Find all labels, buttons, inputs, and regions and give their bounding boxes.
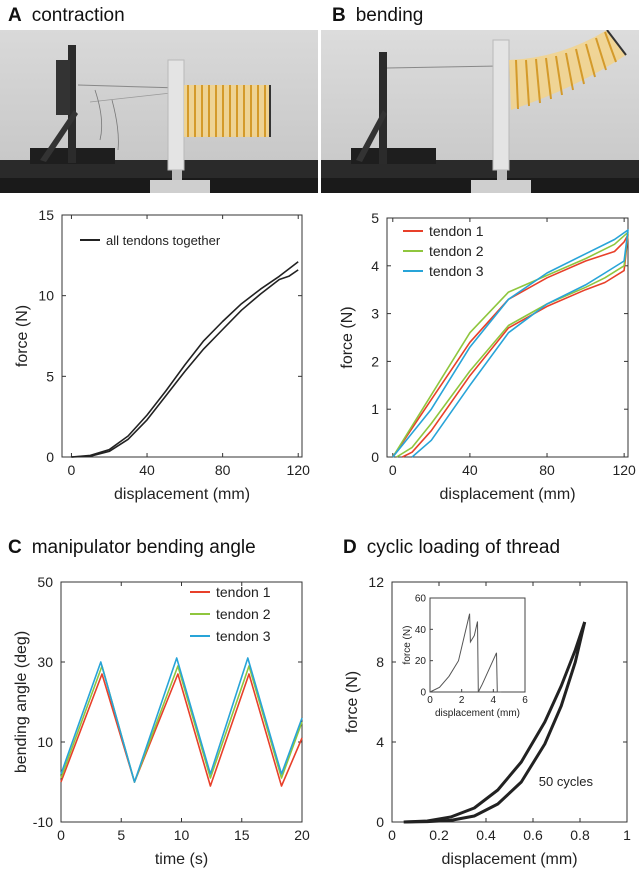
x-tick-label: 0 — [68, 462, 76, 478]
x-tick-label: 5 — [117, 827, 125, 843]
legend-label: tendon 1 — [429, 223, 484, 239]
y-tick-label: 30 — [37, 654, 53, 670]
plot-frame — [386, 217, 629, 458]
inset-x-tick-label: 6 — [522, 695, 528, 706]
y-tick-label: 0 — [376, 814, 384, 830]
x-tick-label: 120 — [287, 462, 311, 478]
series-line-1 — [71, 261, 299, 458]
chart-a: 0 40 80 120 0 5 10 15 displacement (mm) force (N)… — [14, 207, 310, 503]
plot-frame — [391, 581, 628, 823]
y-tick-label: -10 — [33, 814, 53, 830]
y-tick-label: 0 — [46, 449, 54, 465]
y-tick-label: 10 — [38, 288, 54, 304]
inset-x-axis-label: displacement (mm) — [435, 708, 520, 719]
y-tick-label: 1 — [371, 401, 379, 417]
plot-frame — [61, 214, 303, 458]
inset-y-tick-label: 40 — [415, 625, 427, 636]
y-tick-label: 4 — [376, 734, 384, 750]
y-tick-label: 50 — [37, 574, 53, 590]
chart-d: 0 0.2 0.4 0.6 0.8 1 0 4 8 12 displacement (mm) forc… — [344, 574, 631, 868]
inset-series-line — [429, 613, 502, 693]
panel-b-name: bending — [355, 5, 424, 26]
x-tick-label: 0 — [389, 462, 397, 478]
x-tick-label: 0 — [57, 827, 65, 843]
panel-c-name: manipulator bending angle — [31, 537, 256, 558]
x-tick-label: 10 — [174, 827, 190, 843]
y-tick-label: 5 — [46, 368, 54, 384]
series-line-2 — [392, 231, 629, 458]
y-tick-label: 2 — [371, 353, 379, 369]
inset-x-tick-label: 4 — [491, 695, 497, 706]
legend-label: all tendons together — [106, 233, 221, 248]
inset-y-tick-label: 20 — [415, 656, 427, 667]
y-tick-label: 8 — [376, 654, 384, 670]
inset-x-tick-label: 0 — [427, 695, 433, 706]
legend-label: tendon 3 — [216, 628, 271, 644]
y-axis-label: force (N) — [14, 305, 31, 367]
y-tick-label: 5 — [371, 210, 379, 226]
x-tick-label: 40 — [462, 462, 478, 478]
panel-c-letter: C — [8, 537, 22, 558]
panel-b-letter: B — [332, 5, 346, 26]
series-line-3 — [60, 657, 303, 783]
y-tick-label: 12 — [368, 574, 384, 590]
legend-label: tendon 2 — [216, 606, 271, 622]
x-tick-label: 15 — [234, 827, 250, 843]
inset-x-tick-label: 2 — [459, 695, 465, 706]
series-line-1 — [60, 673, 303, 787]
x-tick-label: 0 — [388, 827, 396, 843]
y-tick-label: 4 — [371, 258, 379, 274]
y-tick-label: 15 — [38, 207, 54, 223]
photo-bending — [321, 30, 639, 193]
x-axis-label: displacement (mm) — [114, 486, 250, 503]
legend-label: tendon 1 — [216, 584, 271, 600]
legend-label: tendon 2 — [429, 243, 484, 259]
y-axis-label: force (N) — [339, 306, 356, 368]
inset-y-tick-label: 60 — [415, 594, 427, 605]
x-tick-label: 0.6 — [523, 827, 543, 843]
series-line-1 — [403, 621, 587, 824]
x-tick-label: 0.2 — [429, 827, 449, 843]
x-axis-label: displacement (mm) — [441, 851, 577, 868]
series-line-2 — [60, 665, 303, 783]
y-tick-label: 10 — [37, 734, 53, 750]
series-line-3 — [392, 229, 629, 458]
x-tick-label: 80 — [539, 462, 555, 478]
x-tick-label: 120 — [612, 462, 636, 478]
annotation-label: 50 cycles — [539, 774, 594, 789]
inset-y-axis-label: force (N) — [402, 626, 413, 665]
panel-a-letter: A — [8, 5, 22, 26]
x-tick-label: 0.8 — [570, 827, 590, 843]
panel-d-name: cyclic loading of thread — [366, 537, 561, 558]
panel-d-letter: D — [343, 537, 357, 558]
x-tick-label: 20 — [294, 827, 310, 843]
x-tick-label: 80 — [215, 462, 231, 478]
series-line-2 — [403, 621, 587, 824]
photo-contraction — [0, 30, 318, 193]
y-tick-label: 0 — [371, 449, 379, 465]
y-axis-label: bending angle (deg) — [13, 631, 30, 773]
series-line-2 — [71, 269, 299, 458]
y-axis-label: force (N) — [344, 671, 361, 733]
x-tick-label: 1 — [623, 827, 631, 843]
chart-b: 0 40 80 120 0 1 2 3 4 5 displacement (mm) force (N)… — [339, 210, 636, 503]
chart-c: 0 5 10 15 20 -10 10 30 50 time (s) bending angle (… — [13, 574, 310, 868]
x-axis-label: time (s) — [155, 851, 208, 868]
y-tick-label: 3 — [371, 306, 379, 322]
x-tick-label: 0.4 — [476, 827, 496, 843]
panel-a-name: contraction — [31, 5, 125, 26]
inset-y-tick-label: 0 — [420, 688, 426, 699]
x-axis-label: displacement (mm) — [439, 486, 575, 503]
legend-label: tendon 3 — [429, 263, 484, 279]
x-tick-label: 40 — [139, 462, 155, 478]
